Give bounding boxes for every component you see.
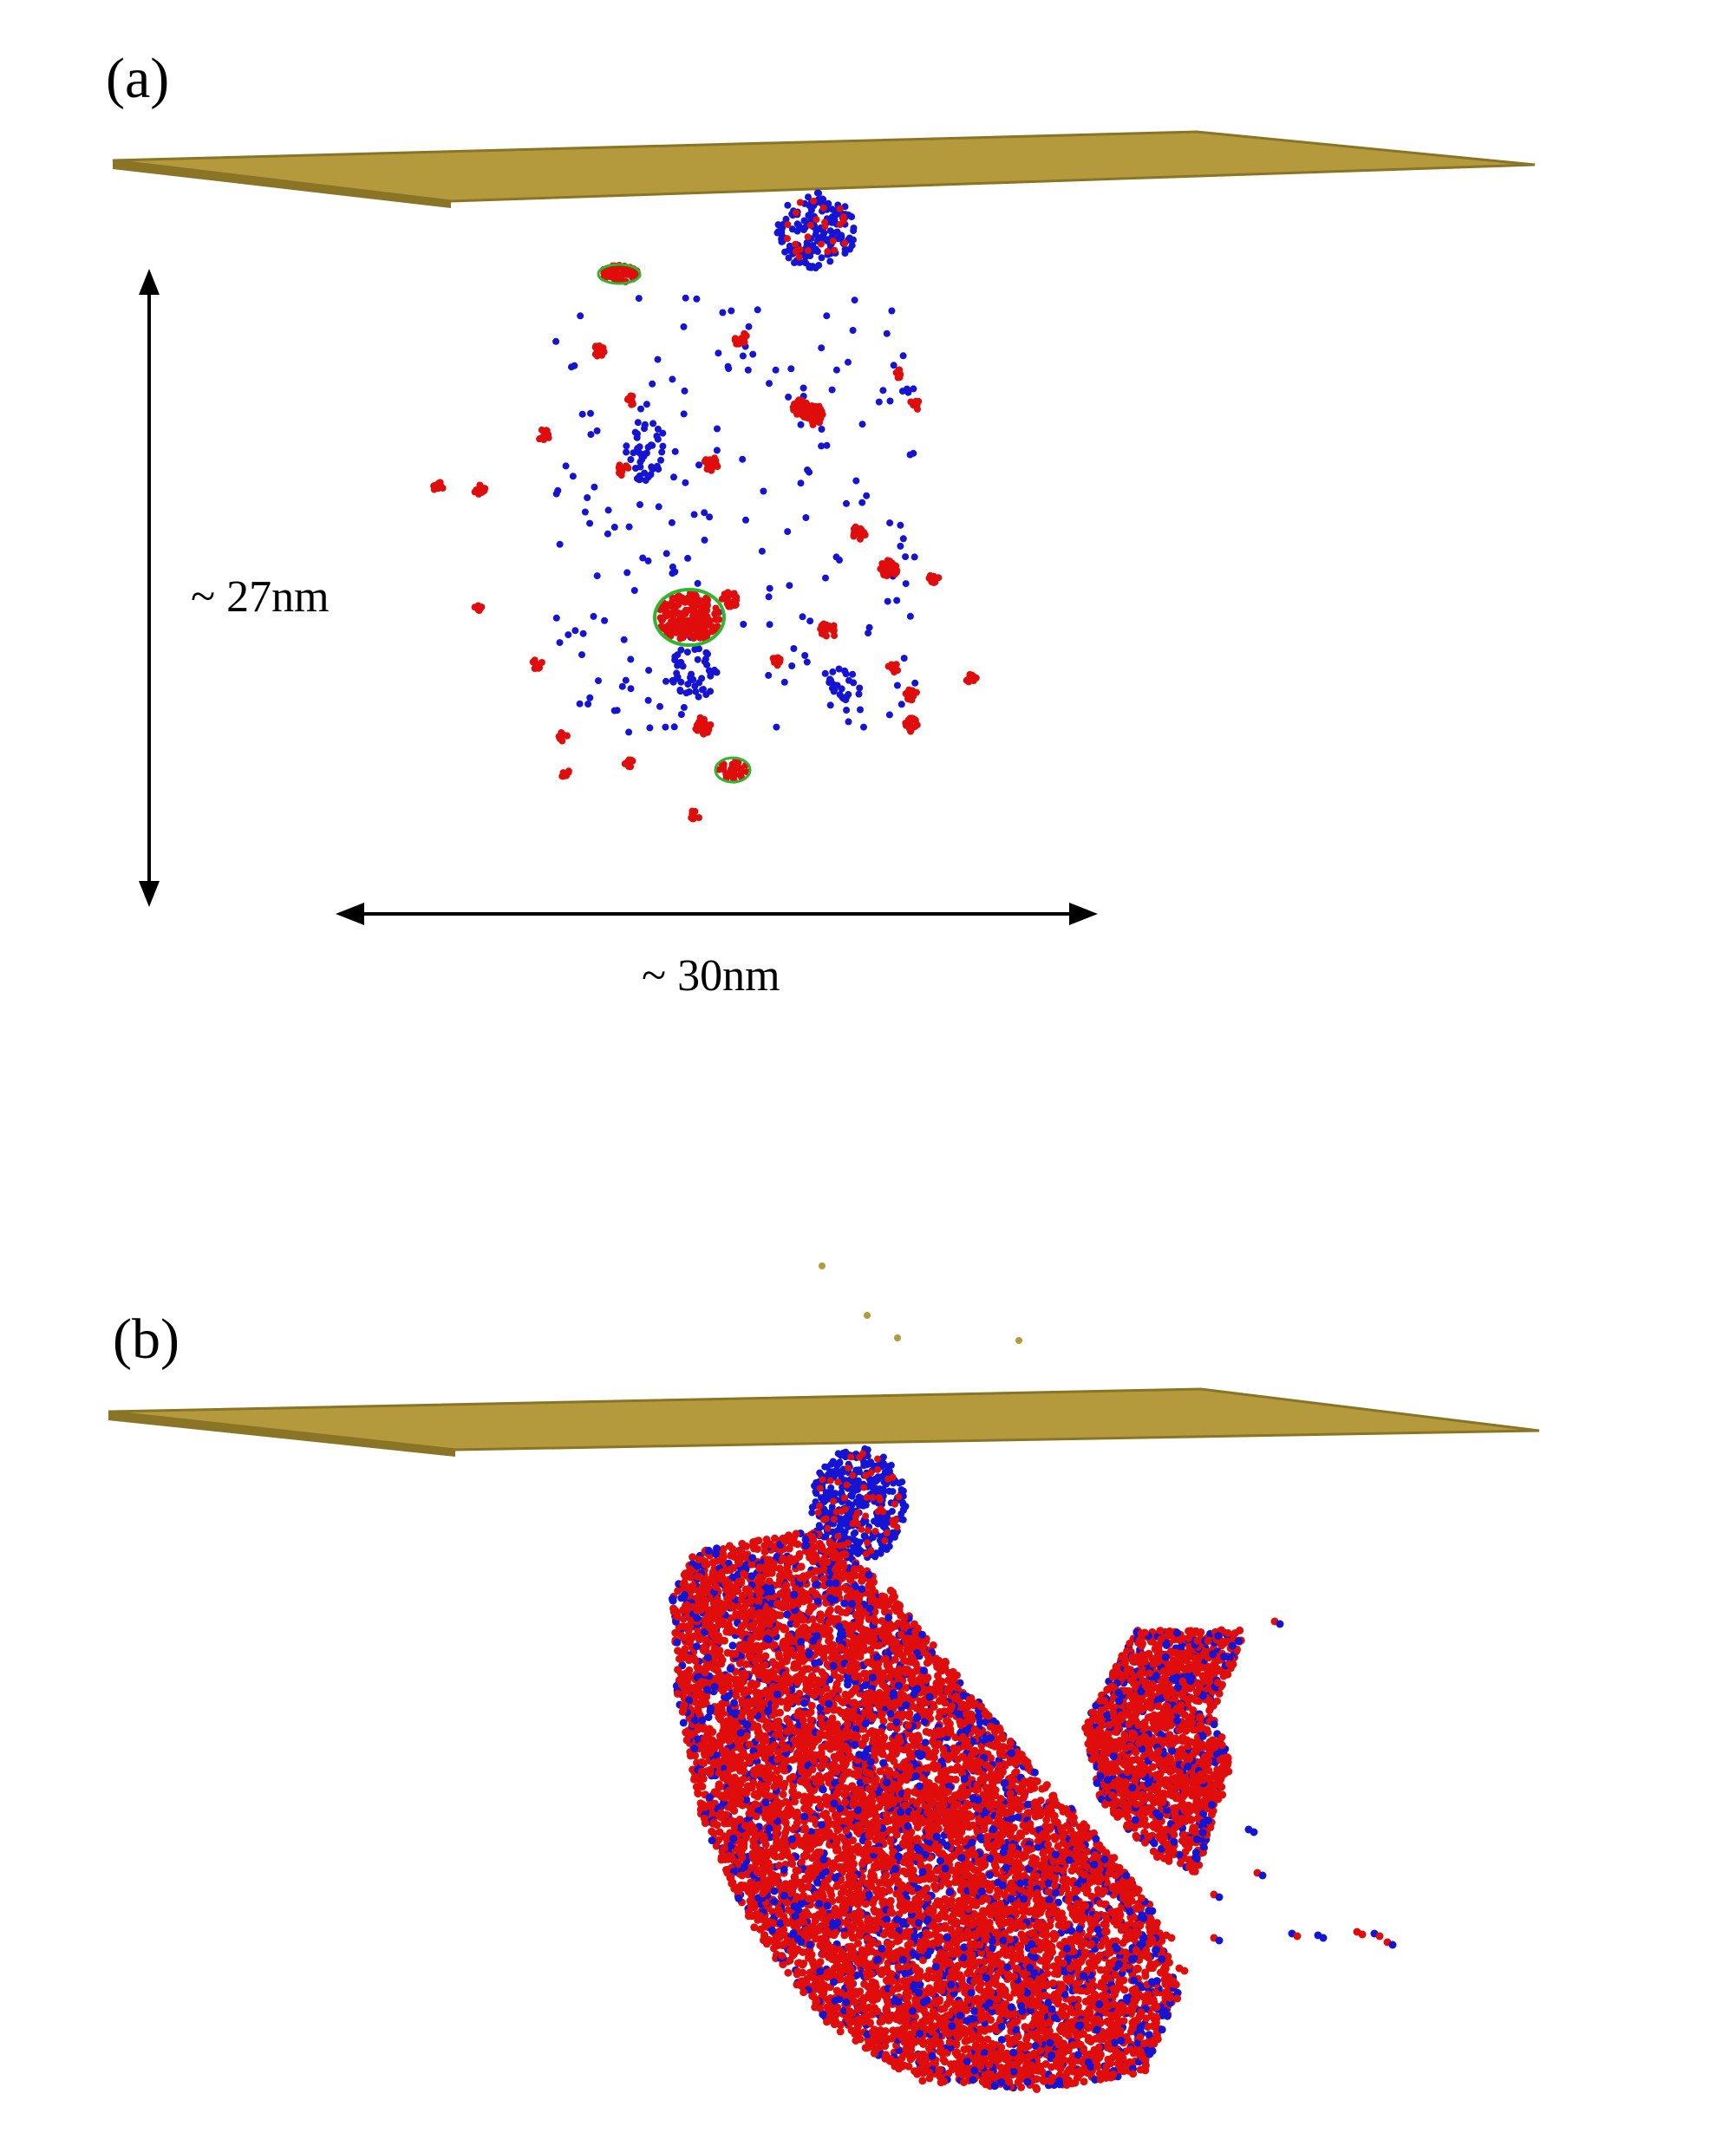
- horizontal-dimension-arrow: [336, 903, 1098, 925]
- atom-cluster-a: [430, 189, 980, 823]
- panel-label-b: (b): [113, 1308, 179, 1371]
- horizontal-dimension-label: ~ 30nm: [642, 951, 780, 1001]
- atom-cluster-b: [668, 1262, 1397, 2093]
- substrate-plate-a: [112, 130, 1536, 203]
- substrate-plate-b-edge: [108, 1412, 455, 1457]
- panel-b: [108, 1262, 1540, 2093]
- vertical-dimension-label: ~ 27nm: [191, 572, 330, 622]
- panel-a: [112, 130, 1536, 925]
- panel-label-a: (a): [106, 47, 170, 110]
- substrate-plate-a-edge: [113, 160, 451, 208]
- vertical-dimension-arrow: [139, 269, 160, 907]
